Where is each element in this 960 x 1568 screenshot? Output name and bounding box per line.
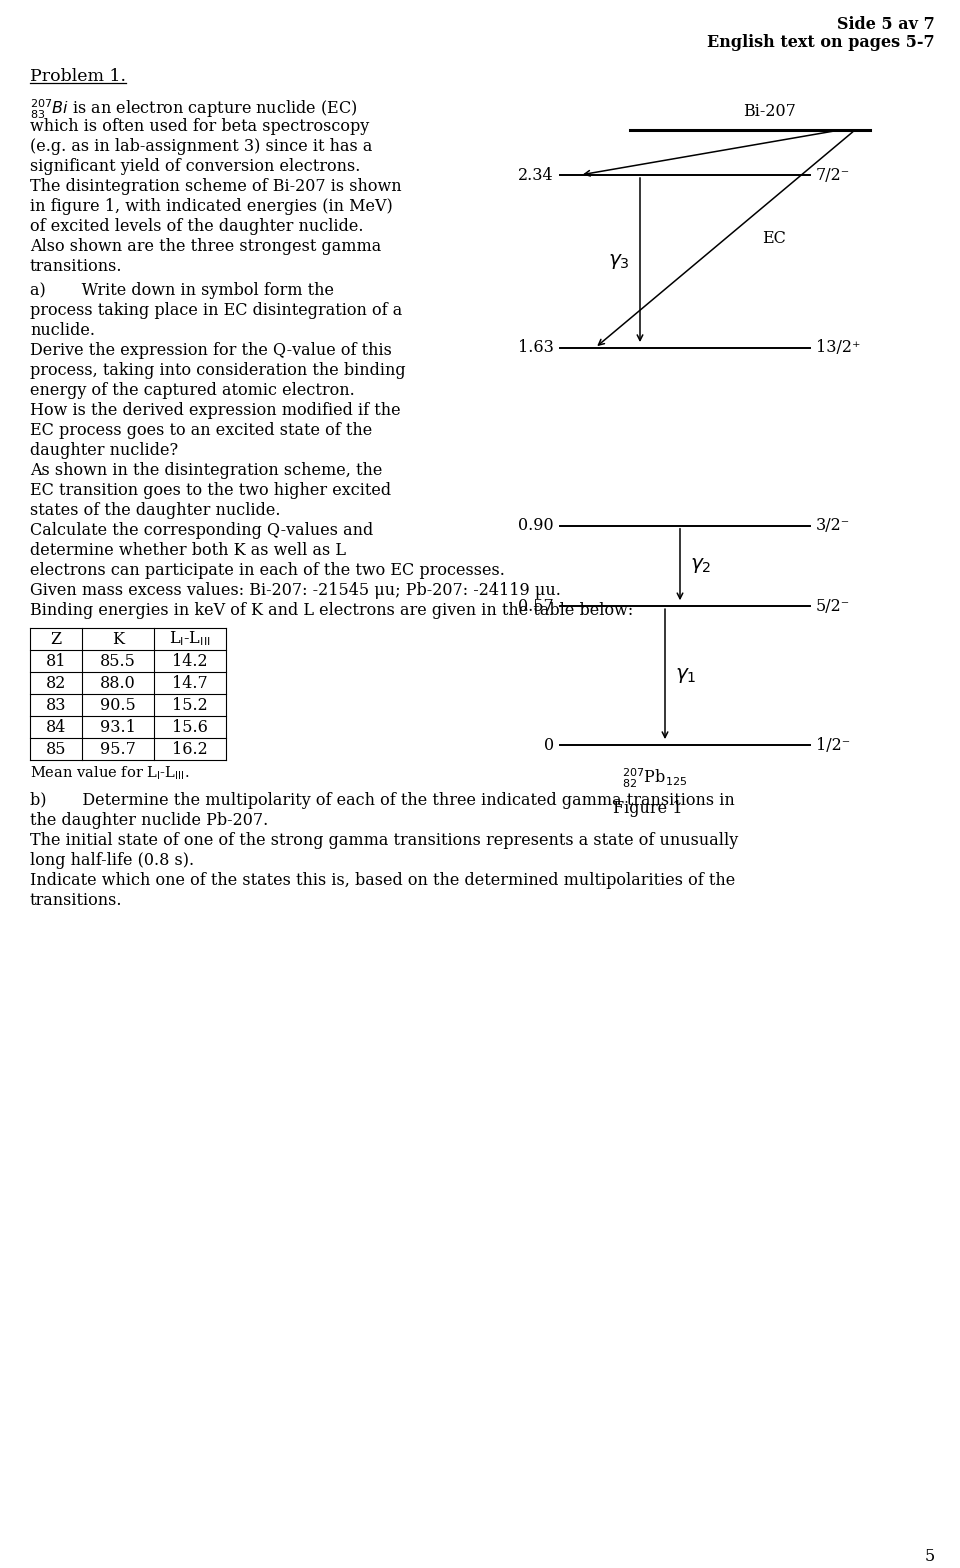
Text: The disintegration scheme of Bi-207 is shown: The disintegration scheme of Bi-207 is s… [30, 179, 401, 194]
Text: Also shown are the three strongest gamma: Also shown are the three strongest gamma [30, 238, 381, 256]
Text: English text on pages 5-7: English text on pages 5-7 [708, 34, 935, 52]
Text: 83: 83 [46, 696, 66, 713]
Text: As shown in the disintegration scheme, the: As shown in the disintegration scheme, t… [30, 463, 382, 478]
Text: 3/2⁻: 3/2⁻ [816, 517, 851, 535]
Text: process taking place in EC disintegration of a: process taking place in EC disintegratio… [30, 303, 402, 318]
Text: 5/2⁻: 5/2⁻ [816, 597, 851, 615]
Text: Z: Z [51, 630, 61, 648]
Text: 15.6: 15.6 [172, 718, 208, 735]
Text: the daughter nuclide Pb-207.: the daughter nuclide Pb-207. [30, 812, 268, 829]
Text: EC: EC [762, 230, 786, 248]
Text: How is the derived expression modified if the: How is the derived expression modified i… [30, 401, 400, 419]
Text: 14.7: 14.7 [172, 674, 208, 691]
Text: which is often used for beta spectroscopy: which is often used for beta spectroscop… [30, 118, 370, 135]
Text: 82: 82 [46, 674, 66, 691]
Text: Figure 1: Figure 1 [612, 800, 683, 817]
Text: 1.63: 1.63 [518, 339, 554, 356]
Text: states of the daughter nuclide.: states of the daughter nuclide. [30, 502, 280, 519]
Text: electrons can participate in each of the two EC processes.: electrons can participate in each of the… [30, 561, 505, 579]
Text: 90.5: 90.5 [100, 696, 136, 713]
Text: 84: 84 [46, 718, 66, 735]
Text: Side 5 av 7: Side 5 av 7 [837, 16, 935, 33]
Text: Binding energies in keV of K and L electrons are given in the table below:: Binding energies in keV of K and L elect… [30, 602, 634, 619]
Text: L$_{\rm I}$-L$_{\rm III}$: L$_{\rm I}$-L$_{\rm III}$ [169, 630, 211, 648]
Text: long half-life (0.8 s).: long half-life (0.8 s). [30, 851, 194, 869]
Text: Given mass excess values: Bi-207: -21545 μu; Pb-207: -24119 μu.: Given mass excess values: Bi-207: -21545… [30, 582, 561, 599]
Text: 5: 5 [924, 1548, 935, 1565]
Text: $\gamma_3$: $\gamma_3$ [609, 252, 630, 271]
Text: 85: 85 [46, 740, 66, 757]
Text: 0.57: 0.57 [518, 597, 554, 615]
Text: The initial state of one of the strong gamma transitions represents a state of u: The initial state of one of the strong g… [30, 833, 738, 848]
Text: 0: 0 [544, 737, 554, 754]
Text: 93.1: 93.1 [100, 718, 136, 735]
Text: 2.34: 2.34 [518, 166, 554, 183]
Text: Problem 1.: Problem 1. [30, 67, 126, 85]
Text: 16.2: 16.2 [172, 740, 208, 757]
Text: 1/2⁻: 1/2⁻ [816, 737, 851, 754]
Text: a)       Write down in symbol form the: a) Write down in symbol form the [30, 282, 334, 299]
Text: $\gamma_1$: $\gamma_1$ [675, 666, 697, 685]
Text: in figure 1, with indicated energies (in MeV): in figure 1, with indicated energies (in… [30, 198, 393, 215]
Text: (e.g. as in lab-assignment 3) since it has a: (e.g. as in lab-assignment 3) since it h… [30, 138, 372, 155]
Text: EC transition goes to the two higher excited: EC transition goes to the two higher exc… [30, 481, 391, 499]
Text: transitions.: transitions. [30, 892, 123, 909]
Text: $^{207}_{83}$$\it{Bi}$ is an electron capture nuclide (EC): $^{207}_{83}$$\it{Bi}$ is an electron ca… [30, 99, 357, 121]
Text: process, taking into consideration the binding: process, taking into consideration the b… [30, 362, 406, 379]
Text: b)       Determine the multipolarity of each of the three indicated gamma transi: b) Determine the multipolarity of each o… [30, 792, 734, 809]
Text: 14.2: 14.2 [172, 652, 207, 670]
Text: 15.2: 15.2 [172, 696, 208, 713]
Text: of excited levels of the daughter nuclide.: of excited levels of the daughter nuclid… [30, 218, 364, 235]
Text: K: K [112, 630, 124, 648]
Text: transitions.: transitions. [30, 259, 123, 274]
Text: 13/2⁺: 13/2⁺ [816, 339, 860, 356]
Text: 7/2⁻: 7/2⁻ [816, 166, 851, 183]
Text: 88.0: 88.0 [100, 674, 136, 691]
Text: Bi-207: Bi-207 [744, 103, 797, 121]
Text: 85.5: 85.5 [100, 652, 136, 670]
Text: determine whether both K as well as L: determine whether both K as well as L [30, 543, 346, 560]
Text: Derive the expression for the Q-value of this: Derive the expression for the Q-value of… [30, 342, 392, 359]
Text: EC process goes to an excited state of the: EC process goes to an excited state of t… [30, 422, 372, 439]
Text: daughter nuclide?: daughter nuclide? [30, 442, 179, 459]
Text: Calculate the corresponding Q-values and: Calculate the corresponding Q-values and [30, 522, 373, 539]
Text: 95.7: 95.7 [100, 740, 136, 757]
Text: Mean value for L$_{\rm I}$-L$_{\rm III}$.: Mean value for L$_{\rm I}$-L$_{\rm III}$… [30, 764, 189, 782]
Text: 0.90: 0.90 [518, 517, 554, 535]
Text: 81: 81 [46, 652, 66, 670]
Text: Indicate which one of the states this is, based on the determined multipolaritie: Indicate which one of the states this is… [30, 872, 735, 889]
Text: significant yield of conversion electrons.: significant yield of conversion electron… [30, 158, 360, 176]
Text: $^{207}_{82}$Pb$_{125}$: $^{207}_{82}$Pb$_{125}$ [622, 767, 687, 790]
Text: $\gamma_2$: $\gamma_2$ [690, 557, 711, 575]
Text: energy of the captured atomic electron.: energy of the captured atomic electron. [30, 383, 355, 398]
Text: nuclide.: nuclide. [30, 321, 95, 339]
